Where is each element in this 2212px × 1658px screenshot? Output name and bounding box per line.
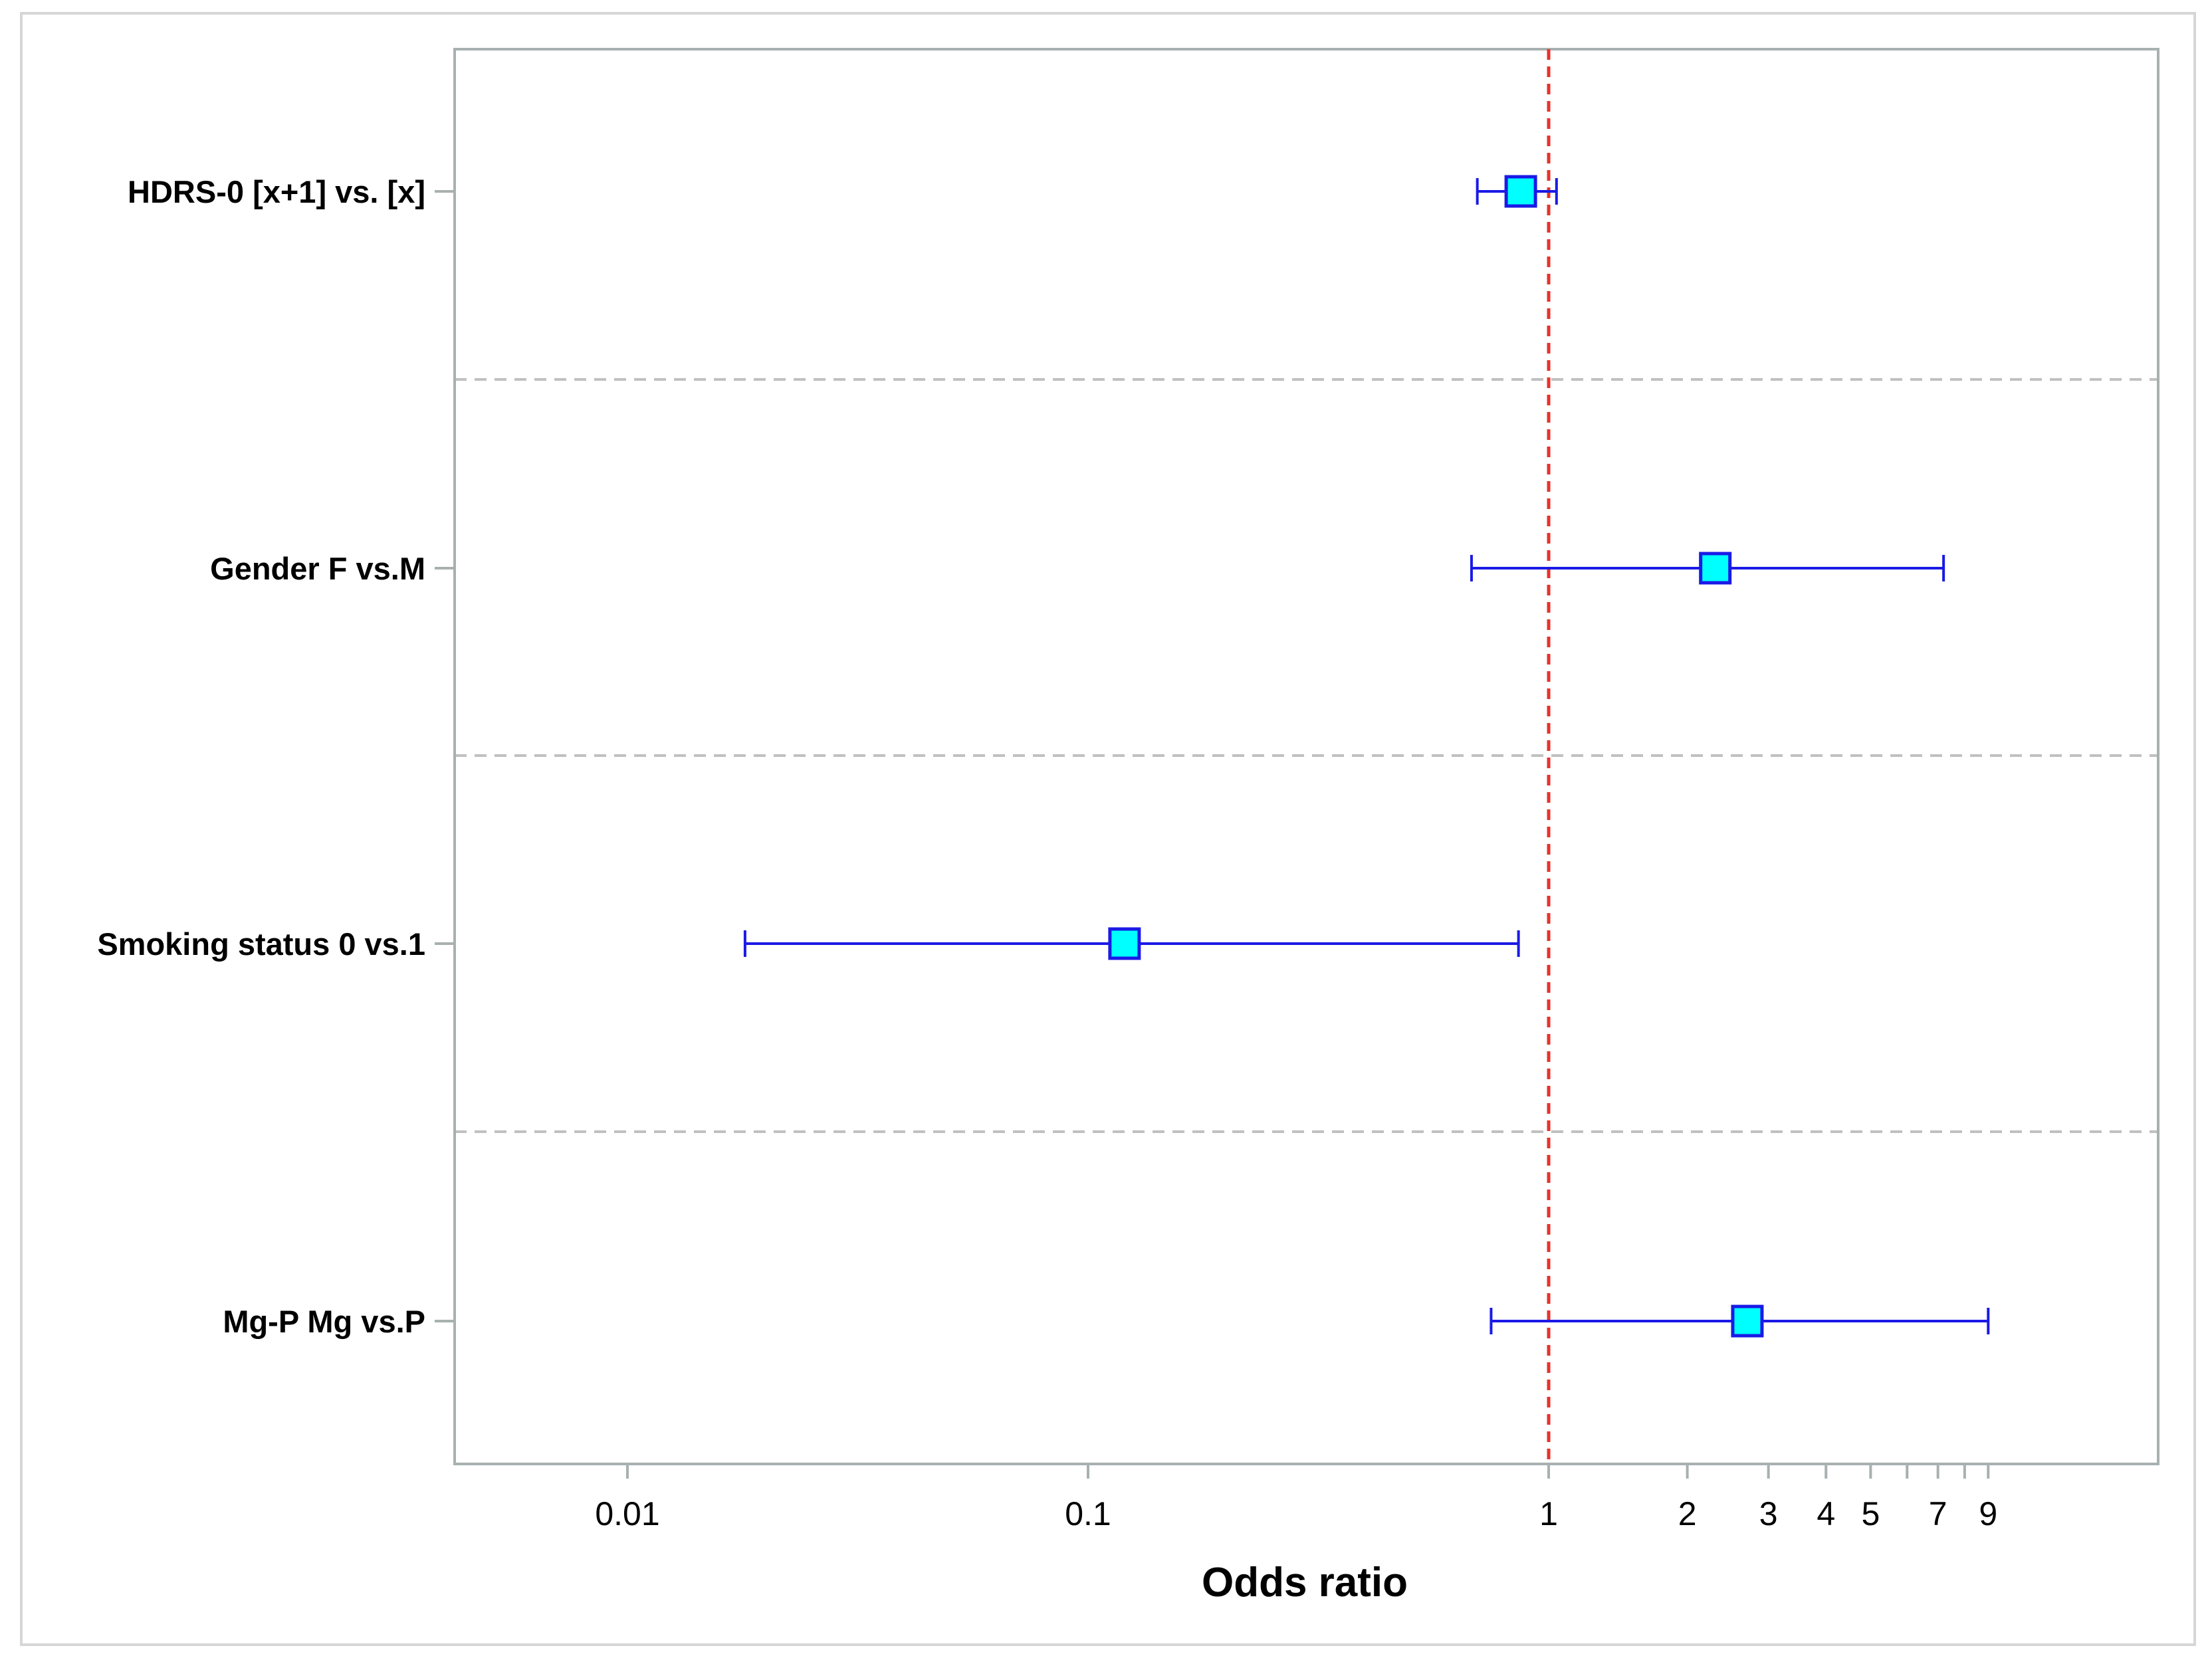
forest-row-4: Mg-P Mg vs.P bbox=[223, 1304, 1990, 1339]
row-label: HDRS-0 [x+1] vs. [x] bbox=[128, 174, 425, 209]
estimate-rows: HDRS-0 [x+1] vs. [x] Gender F vs.M Smoking… bbox=[97, 174, 1990, 1339]
x-axis-title: Odds ratio bbox=[1202, 1560, 1408, 1606]
x-tick-label: 5 bbox=[1861, 1495, 1880, 1532]
x-axis-ticks: 0.01 0.1 1 2 3 4 5 7 9 bbox=[595, 1464, 1997, 1532]
row-label: Gender F vs.M bbox=[210, 551, 425, 586]
row-label: Mg-P Mg vs.P bbox=[223, 1304, 425, 1339]
forest-row-2: Gender F vs.M bbox=[210, 551, 1945, 586]
forest-row-1: HDRS-0 [x+1] vs. [x] bbox=[128, 174, 1558, 209]
forest-row-3: Smoking status 0 vs.1 bbox=[97, 926, 1520, 962]
row-separators bbox=[455, 378, 2158, 1133]
x-tick-label: 3 bbox=[1759, 1495, 1778, 1532]
row-label: Smoking status 0 vs.1 bbox=[97, 926, 425, 962]
estimate-marker bbox=[1108, 927, 1141, 960]
estimate-marker bbox=[1699, 552, 1732, 585]
x-tick-label: 1 bbox=[1539, 1495, 1558, 1532]
plot-frame bbox=[453, 48, 2159, 1465]
x-tick-label: 2 bbox=[1678, 1495, 1697, 1532]
x-tick-label: 0.1 bbox=[1065, 1495, 1111, 1532]
x-tick-label: 0.01 bbox=[595, 1495, 659, 1532]
x-tick-label: 9 bbox=[1979, 1495, 1997, 1532]
x-tick-label: 7 bbox=[1929, 1495, 1947, 1532]
x-tick-label: 4 bbox=[1817, 1495, 1835, 1532]
outer-border bbox=[20, 12, 2196, 1646]
estimate-marker bbox=[1504, 175, 1537, 208]
estimate-marker bbox=[1731, 1304, 1764, 1338]
